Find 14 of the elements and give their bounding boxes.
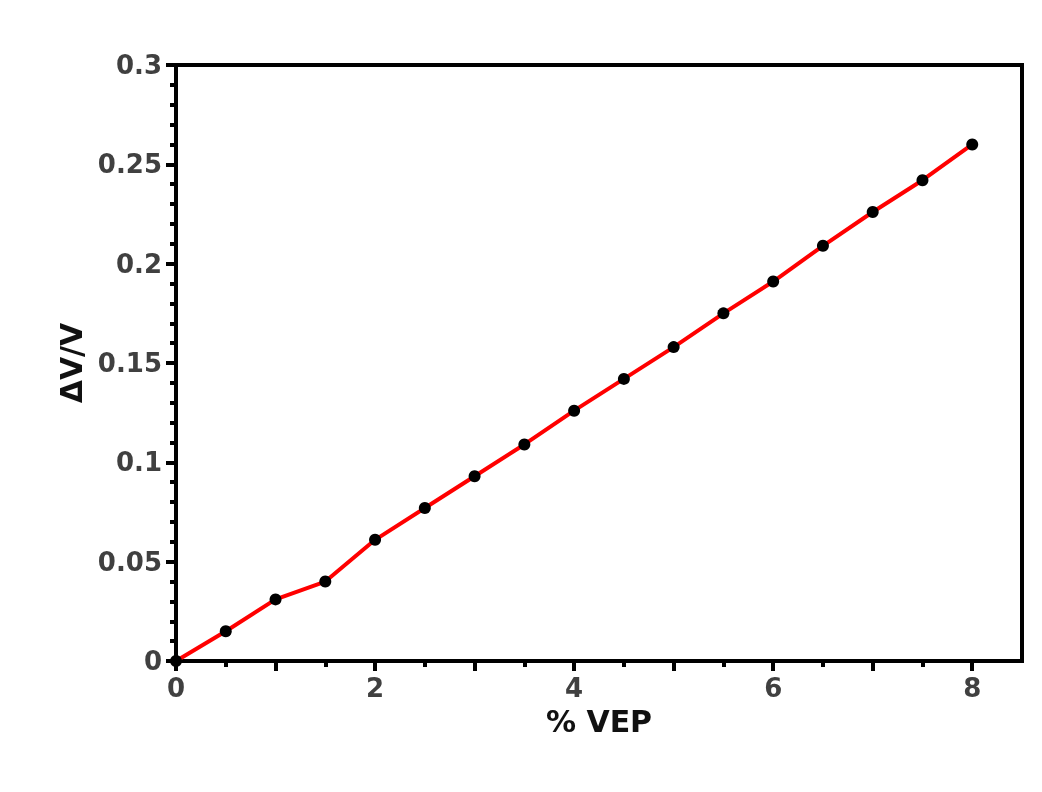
x-tick-label: 6 [764,673,783,703]
x-axis-title: % VEP [545,703,653,739]
x-tick-label: 2 [366,673,385,703]
y-axis-title: ΔV/V [54,321,90,404]
y-tick-label: 0.25 [97,149,162,180]
y-tick-label: 0.1 [115,447,162,478]
x-tick-label: 0 [166,673,186,703]
y-tick-label: 0 [143,646,162,676]
y-tick-label: 0.05 [97,546,162,577]
y-tick-label: 0.2 [115,248,162,279]
x-tick-label: 8 [963,673,982,703]
y-tick-label: 0.3 [115,50,162,80]
x-tick-label: 4 [565,673,584,703]
y-tick-label: 0.15 [97,348,162,378]
